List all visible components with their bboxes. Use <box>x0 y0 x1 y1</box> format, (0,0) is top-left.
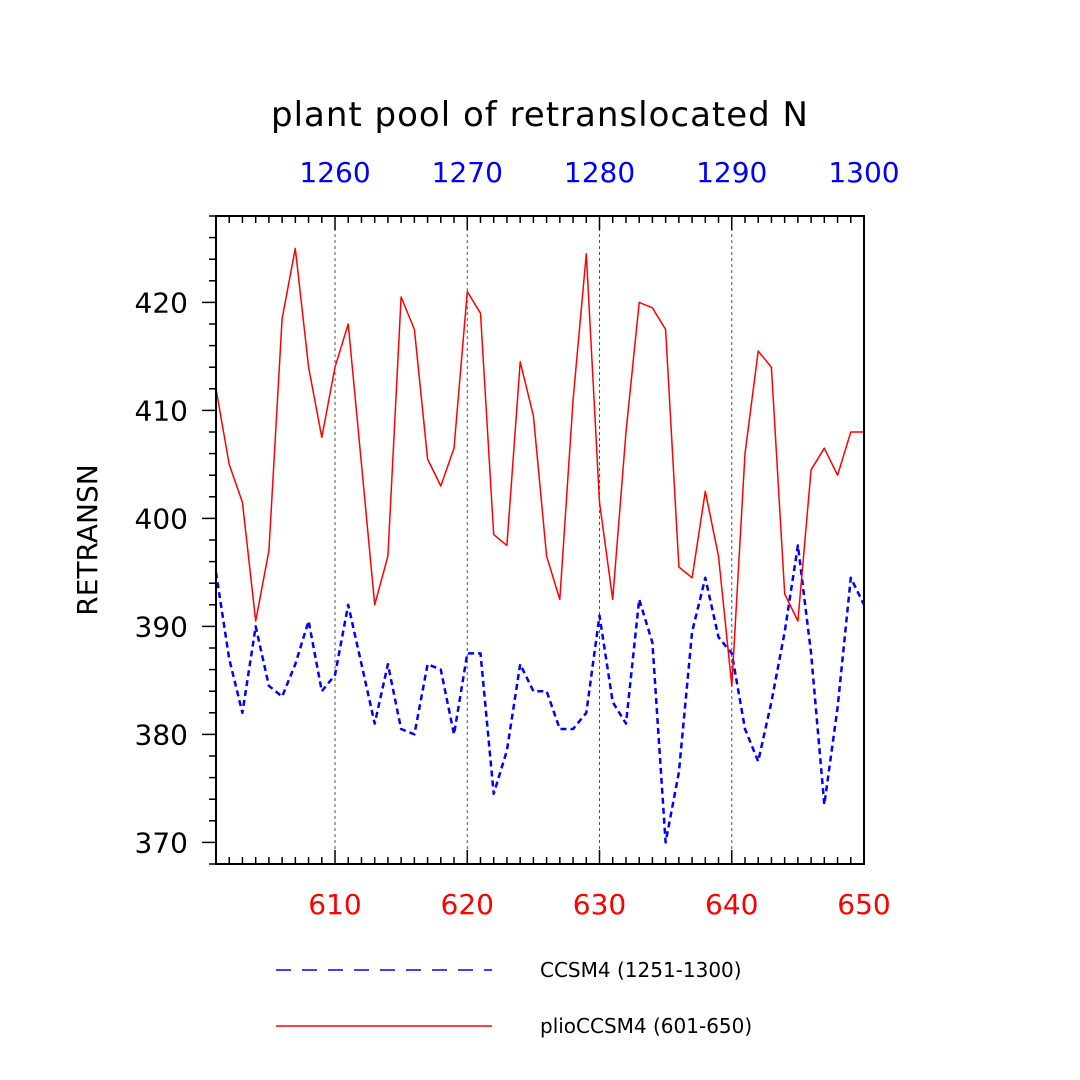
y-tick-label: 390 <box>135 610 188 643</box>
x-tick-label: 640 <box>705 888 758 921</box>
series-layer <box>214 247 866 844</box>
x-top-tick-label: 1280 <box>564 156 635 189</box>
grid-lines <box>334 216 733 864</box>
y-tick-label: 420 <box>135 286 188 319</box>
plot-frame-rect <box>215 215 865 865</box>
y-tick-label: 400 <box>135 502 188 535</box>
axis-ticks <box>202 215 865 865</box>
y-tick-label: 410 <box>135 394 188 427</box>
y-tick-label: 380 <box>135 718 188 751</box>
x-top-tick-label: 1260 <box>299 156 370 189</box>
legend-label-ccsm4: CCSM4 (1251-1300) <box>540 958 742 982</box>
y-axis-label: RETRANSN <box>71 464 104 615</box>
x-top-tick-label: 1300 <box>828 156 899 189</box>
x-tick-label: 610 <box>308 888 361 921</box>
series-line-plioccsm4 <box>215 247 864 687</box>
series-line-ccsm4 <box>214 544 866 844</box>
chart-title: plant pool of retranslocated N <box>271 95 809 135</box>
x-tick-label: 650 <box>837 888 890 921</box>
legend-label-plioccsm4: plioCCSM4 (601-650) <box>540 1014 752 1038</box>
x-top-tick-label: 1270 <box>432 156 503 189</box>
tick-labels: 610 620 630 640 650 1260 1270 1280 1290 1300 370 38… <box>135 156 900 921</box>
x-top-tick-label: 1290 <box>696 156 767 189</box>
y-tick-label: 370 <box>135 826 188 859</box>
plot-frame <box>215 215 865 865</box>
legend: CCSM4 (1251-1300) plioCCSM4 (601-650) <box>276 958 752 1038</box>
x-tick-label: 630 <box>573 888 626 921</box>
x-tick-label: 620 <box>441 888 494 921</box>
